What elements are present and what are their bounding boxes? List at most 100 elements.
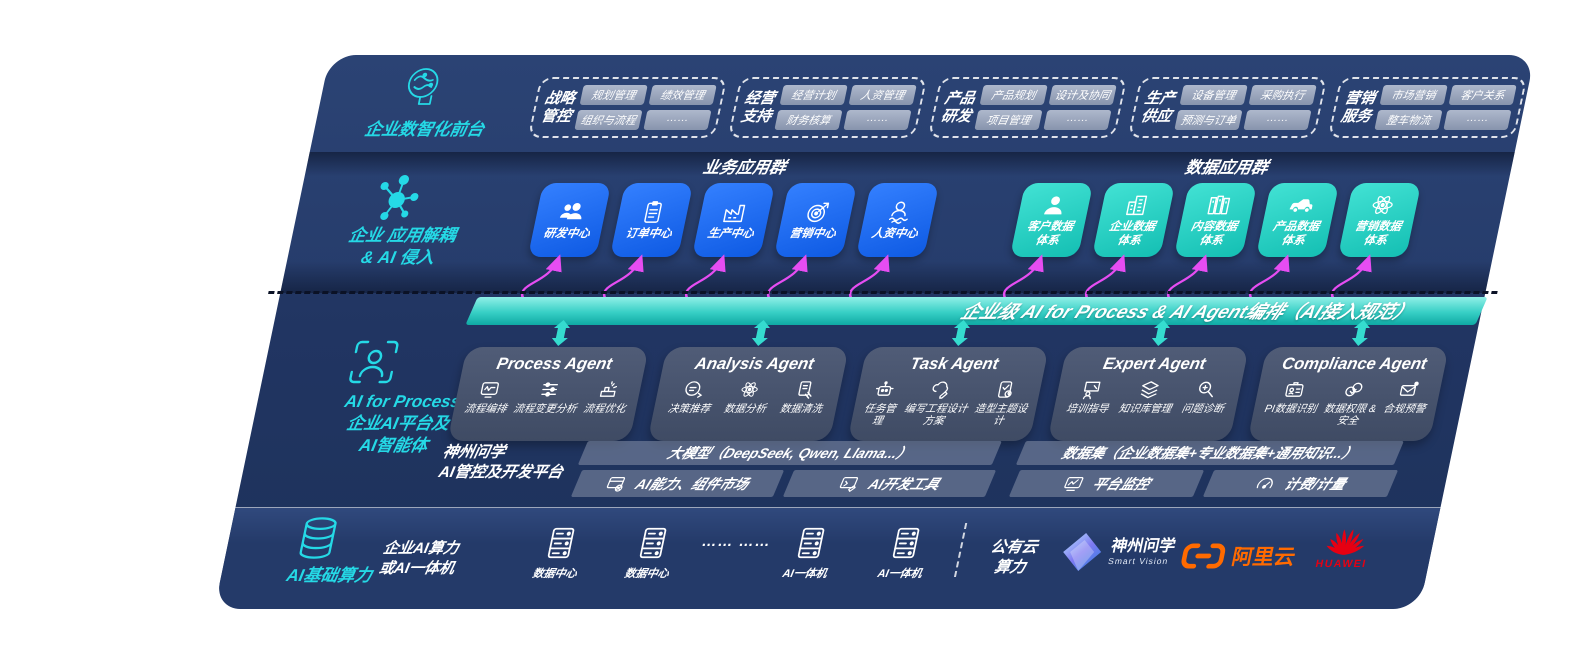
diagnose-icon (1194, 379, 1219, 400)
chip: 产品规划 (979, 85, 1048, 105)
tablet-check-icon (992, 379, 1017, 400)
tile-hr-center: 人资中心 (855, 183, 940, 257)
server-icon (886, 525, 926, 561)
content-icon (1203, 192, 1234, 218)
agent-item: 数据分析 (723, 379, 773, 415)
group-title: 生产 供应 (1139, 89, 1177, 125)
layers-icon (1136, 379, 1161, 400)
domain-group-supply: 生产 供应 设备管理 采购执行 预测与订单 …… (1127, 77, 1328, 138)
tile-marketing-center: 营销中心 (773, 183, 858, 257)
expert-agent-card: Expert Agent 培训指导 知识库管理 问题诊断 (1047, 347, 1249, 441)
ai-devtools-cell: AI开发工具 (782, 470, 997, 497)
chip: 设计及协同 (1048, 85, 1117, 105)
permission-icon (1341, 379, 1366, 400)
business-apps-heading: 业务应用群 (701, 159, 788, 177)
data-apps-heading: 数据应用群 (1183, 159, 1270, 177)
doc-clean-icon (792, 379, 817, 400)
data-app-tiles: 客户数据 体系 企业数据 体系 内容数据 体系 产品数据 体系 营销数据 体系 (1009, 183, 1422, 257)
agent-item: 数据权限 & 安全 (1320, 379, 1382, 427)
atom-icon (736, 379, 761, 400)
agent-item: 流程变更分析 (512, 379, 583, 415)
tile-label: 客户数据 体系 (1025, 221, 1075, 247)
market-icon (602, 474, 630, 494)
machine-icon (596, 379, 621, 400)
ai-appliance-node: AI一体机 (860, 525, 948, 581)
banner-text: 企业级 AI for Process & AI Agent编排（AI接入规范） (957, 301, 1418, 322)
chip: 设备管理 (1179, 85, 1248, 105)
front-layer-label: 企业数智化前台 (362, 120, 486, 139)
task-agent-card: Task Agent 任务管理 编写工程设计方案 造型主题设计 (847, 347, 1049, 441)
agent-title: Process Agent (495, 355, 614, 373)
datacenter-node: 数据中心 (515, 525, 603, 581)
clipboard-icon (638, 199, 669, 225)
atom-icon (1367, 192, 1398, 218)
aliyun-bracket-icon (1179, 543, 1228, 569)
domain-group-product: 产品 研发 产品规划 设计及协同 项目管理 …… (927, 77, 1128, 138)
agent-item: 数据清洗 (779, 379, 829, 415)
molecule-icon (367, 173, 427, 223)
monitor-icon (1059, 474, 1087, 494)
domain-group-operation: 经营 支持 经营计划 人资管理 财务核算 …… (727, 77, 928, 138)
agent-item: 决策推荐 (667, 379, 717, 415)
tile-label: 研发中心 (542, 227, 591, 240)
sliders-icon (536, 379, 561, 400)
double-arrow-icon (1151, 320, 1170, 346)
chip: …… (1243, 110, 1312, 130)
monitor-wave-icon (477, 379, 502, 400)
huawei-flower-icon (1323, 523, 1370, 557)
smart-vision-diamond-icon (1058, 532, 1106, 572)
chip: 经营计划 (779, 85, 848, 105)
group-title: 产品 研发 (939, 89, 977, 125)
tile-label: 人资中心 (870, 227, 919, 240)
agent-title: Expert Agent (1101, 355, 1208, 373)
chip: 绩效管理 (648, 85, 717, 105)
ai-appliance-node: AI一体机 (765, 525, 853, 581)
chip: 采购执行 (1248, 85, 1317, 105)
enterprise-compute-label: 企业AI算力 或AI一体机 (377, 540, 461, 577)
agent-item: 编写工程设计方案 (896, 379, 978, 427)
tile-label: 内容数据 体系 (1189, 221, 1239, 247)
architecture-diagram-plane: 企业数智化前台 战略 管控 规划管理 绩效管理 组织与流程 …… 经营 支持 经… (205, 47, 1544, 616)
agent-item: 问题诊断 (1181, 379, 1231, 415)
tile-production-center: 生产中心 (691, 183, 776, 257)
chip: 人资管理 (848, 85, 917, 105)
chip: 预测与订单 (1174, 110, 1243, 130)
front-domain-groups: 战略 管控 规划管理 绩效管理 组织与流程 …… 经营 支持 经营计划 人资管理… (527, 77, 1528, 138)
analysis-agent-card: Analysis Agent 决策推荐 数据分析 数据清洗 (647, 347, 849, 441)
dataset-platform-block: 数据集（企业数据集+专业数据集+通用知识...） 平台监控 计费/计量 (1008, 441, 1404, 497)
tile-customer-data: 客户数据 体系 (1009, 183, 1094, 257)
cloud-design-icon (927, 379, 952, 400)
digital-head-icon (394, 63, 454, 113)
chip: 财务核算 (774, 110, 843, 130)
alert-mail-icon (1396, 379, 1421, 400)
chip: …… (1443, 110, 1512, 130)
magenta-connector-arrows (521, 254, 1372, 302)
hr-icon (884, 199, 915, 225)
group-title: 战略 管控 (539, 89, 577, 125)
decision-head-icon (680, 379, 705, 400)
chip: 组织与流程 (574, 110, 643, 130)
tile-label: 企业数据 体系 (1107, 221, 1157, 247)
double-arrow-icon (751, 320, 770, 346)
factory-icon (720, 199, 751, 225)
huawei-logo: HUAWEI (1314, 523, 1375, 570)
car-icon (1285, 192, 1316, 218)
ai-orchestration-banner: 企业级 AI for Process & AI Agent编排（AI接入规范） (465, 297, 1488, 325)
group-title: 营销 服务 (1339, 89, 1377, 125)
smart-vision-logo: 神州问学 Smart Vision (1058, 532, 1178, 572)
agent-item: 流程编排 (463, 379, 513, 415)
tile-rd-center: 研发中心 (527, 183, 612, 257)
id-card-icon (1282, 379, 1307, 400)
dashed-separator-line (268, 291, 1498, 294)
agent-item: PI数据识别 (1263, 379, 1322, 415)
chip: 规划管理 (579, 85, 648, 105)
compliance-agent-card: Compliance Agent PI数据识别 数据权限 & 安全 合规预警 (1247, 347, 1449, 441)
tile-label: 生产中心 (706, 227, 755, 240)
server-icon (633, 525, 673, 561)
agent-title: Task Agent (908, 355, 1001, 373)
tile-product-data: 产品数据 体系 (1255, 183, 1340, 257)
tile-label: 营销数据 体系 (1353, 221, 1403, 247)
training-icon (1079, 379, 1104, 400)
chip: 市场营销 (1379, 85, 1448, 105)
aliyun-logo: 阿里云 (1178, 541, 1298, 571)
